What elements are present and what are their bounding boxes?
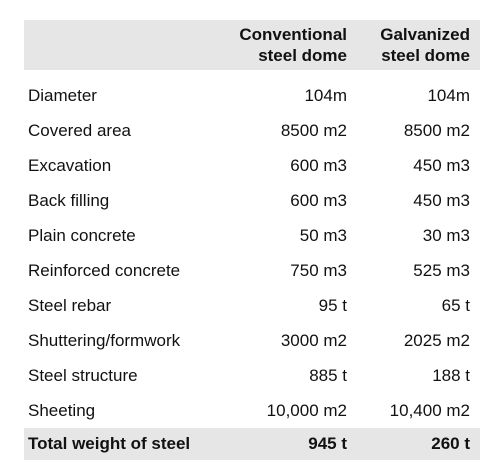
conventional-value: 95 t [318,295,347,315]
row-label: Excavation [28,155,112,175]
galvanized-value: 104m [427,85,470,105]
header-galvanized-line1: Galvanized [380,25,470,44]
row-label: Back filling [28,190,110,210]
table-row: Covered area 8500 m2 8500 m2 [24,113,480,148]
header-empty-cell [24,20,220,70]
total-row: Total weight of steel 945 t 260 t [24,428,480,460]
conventional-value: 885 t [309,365,347,385]
galvanized-value: 450 m3 [413,155,470,175]
table-row: Steel structure 885 t 188 t [24,358,480,393]
table-row: Diameter 104m 104m [24,78,480,113]
row-label: Steel structure [28,365,138,385]
row-label: Reinforced concrete [28,260,181,280]
header-conventional-line1: Conventional [239,25,347,44]
row-label: Shuttering/formwork [28,330,181,350]
table-row: Back filling 600 m3 450 m3 [24,183,480,218]
total-conventional-value: 945 t [308,434,347,453]
galvanized-value: 8500 m2 [403,120,470,140]
conventional-value: 8500 m2 [280,120,347,140]
row-label: Plain concrete [28,225,136,245]
header-galvanized-line2: steel dome [381,46,470,65]
table-header-row: Conventional steel dome Galvanized steel… [24,20,480,70]
table-row: Sheeting 10,000 m2 10,400 m2 [24,393,480,428]
galvanized-value: 2025 m2 [403,330,470,350]
spacer-cell [24,70,480,78]
spacer-row [24,70,480,78]
row-label: Covered area [28,120,132,140]
row-label: Sheeting [28,400,96,420]
row-label: Diameter [28,85,97,105]
table-row: Excavation 600 m3 450 m3 [24,148,480,183]
conventional-value: 600 m3 [290,155,347,175]
conventional-value: 10,000 m2 [266,400,347,420]
galvanized-value: 450 m3 [413,190,470,210]
conventional-value: 3000 m2 [280,330,347,350]
galvanized-value: 30 m3 [422,225,470,245]
conventional-value: 600 m3 [290,190,347,210]
table-row: Plain concrete 50 m3 30 m3 [24,218,480,253]
total-label: Total weight of steel [28,434,191,453]
header-conventional-steel-dome: Conventional steel dome [220,20,357,70]
conventional-value: 750 m3 [290,260,347,280]
header-galvanized-steel-dome: Galvanized steel dome [357,20,480,70]
total-galvanized-value: 260 t [431,434,470,453]
header-conventional-line2: steel dome [258,46,347,65]
conventional-value: 50 m3 [299,225,347,245]
galvanized-value: 65 t [441,295,470,315]
galvanized-value: 10,400 m2 [389,400,470,420]
conventional-value: 104m [304,85,347,105]
galvanized-value: 525 m3 [413,260,470,280]
steel-dome-comparison-table: Conventional steel dome Galvanized steel… [24,20,480,460]
table-row: Reinforced concrete 750 m3 525 m3 [24,253,480,288]
table-row: Steel rebar 95 t 65 t [24,288,480,323]
table-row: Shuttering/formwork 3000 m2 2025 m2 [24,323,480,358]
row-label: Steel rebar [28,295,112,315]
galvanized-value: 188 t [432,365,470,385]
